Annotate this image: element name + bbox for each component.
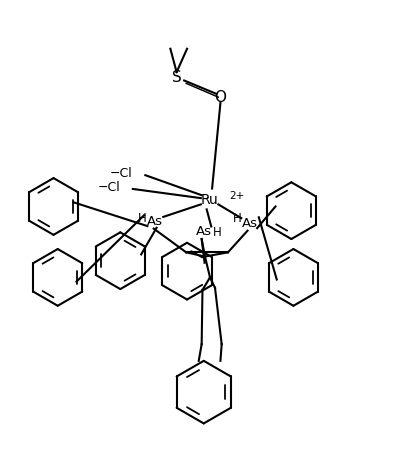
Text: S: S	[172, 69, 181, 85]
Text: −Cl: −Cl	[97, 181, 120, 194]
Text: O: O	[215, 90, 226, 106]
Text: H: H	[213, 226, 222, 239]
Text: As: As	[147, 214, 163, 228]
Text: As: As	[241, 217, 257, 230]
Text: H: H	[233, 212, 241, 225]
Text: 2+: 2+	[230, 191, 245, 201]
Text: −Cl: −Cl	[110, 167, 133, 180]
Text: As: As	[196, 225, 212, 238]
Text: Ru: Ru	[201, 193, 219, 207]
Text: H: H	[138, 213, 147, 225]
